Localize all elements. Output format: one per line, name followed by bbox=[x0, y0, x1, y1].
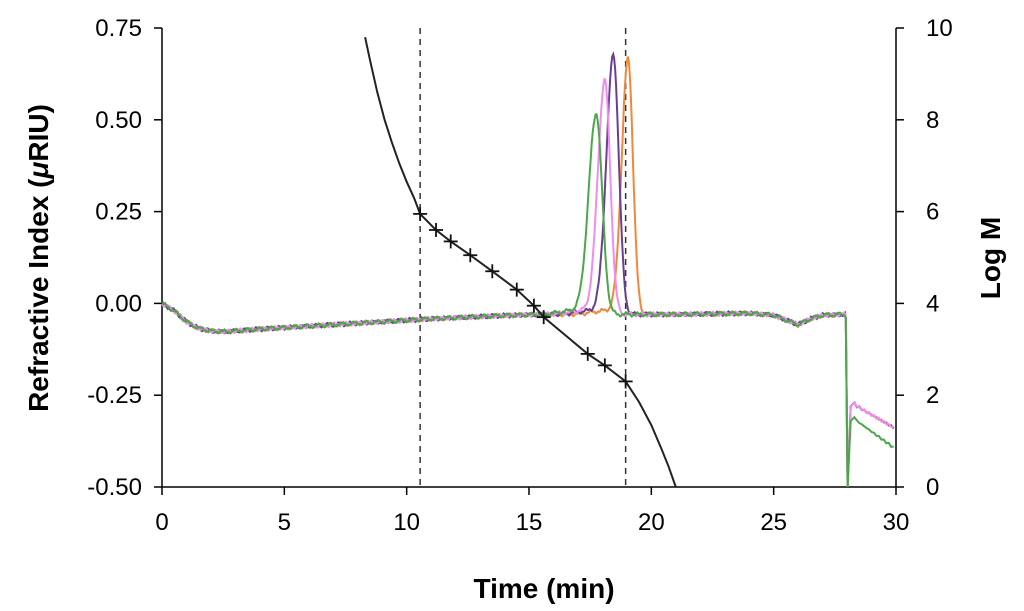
calibration-point bbox=[485, 264, 500, 279]
x-tick-label: 30 bbox=[883, 509, 910, 536]
y-axis-title: Refractive Index (μRIU) bbox=[23, 104, 54, 412]
x-tick-label: 15 bbox=[516, 509, 543, 536]
calibration-point bbox=[443, 234, 458, 249]
calibration-point bbox=[413, 206, 428, 221]
ri-series-line bbox=[161, 56, 895, 488]
calibration-curve-line bbox=[364, 36, 677, 488]
ri-series-line bbox=[161, 112, 894, 488]
y2-tick-label: 2 bbox=[926, 382, 939, 409]
calibration-point bbox=[526, 298, 541, 313]
y2-tick-label: 4 bbox=[926, 290, 939, 317]
axes: 0 5 10 15 20 25 30 -0.50 -0.25 0.00 0.25 0.50 0.75 0 2… bbox=[87, 15, 952, 536]
ri-series-line bbox=[161, 77, 894, 488]
y-tick-label: 0.00 bbox=[95, 290, 142, 317]
y-tick-label: 0.75 bbox=[95, 15, 142, 42]
calibration-point bbox=[597, 358, 612, 373]
calibration-point bbox=[618, 374, 633, 389]
x-axis-title: Time (min) bbox=[473, 573, 614, 604]
calibration-point bbox=[580, 346, 595, 361]
y2-tick-label: 0 bbox=[926, 474, 939, 501]
y2-tick-label: 8 bbox=[926, 107, 939, 134]
y-tick-label: 0.50 bbox=[95, 107, 142, 134]
x-tick-label: 10 bbox=[393, 509, 420, 536]
x-tick-label: 25 bbox=[760, 509, 787, 536]
plot-area bbox=[161, 28, 895, 488]
calibration-point bbox=[429, 222, 444, 237]
x-tick-label: 20 bbox=[638, 509, 665, 536]
calibration-point bbox=[463, 248, 478, 263]
y2-tick-label: 6 bbox=[926, 199, 939, 226]
y-tick-label: 0.25 bbox=[95, 199, 142, 226]
calibration-point bbox=[536, 310, 551, 325]
calibration-point bbox=[509, 282, 524, 297]
y2-axis-title: Log M bbox=[975, 217, 1006, 299]
y-tick-label: -0.50 bbox=[87, 474, 142, 501]
y2-tick-label: 10 bbox=[926, 15, 953, 42]
ri-series-line bbox=[161, 51, 895, 488]
x-tick-label: 0 bbox=[155, 509, 168, 536]
y-tick-label: -0.25 bbox=[87, 382, 142, 409]
x-tick-label: 5 bbox=[278, 509, 291, 536]
